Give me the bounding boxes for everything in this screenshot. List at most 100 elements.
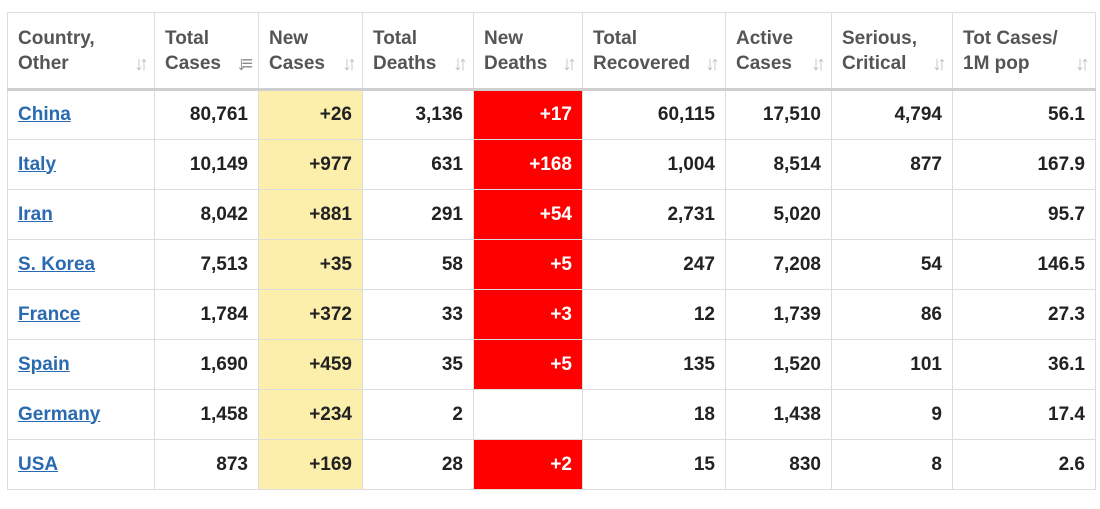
column-header-serious-critical[interactable]: Serious, Critical ↓↑ xyxy=(831,12,953,91)
sort-arrows-icon[interactable]: ↓↑ xyxy=(453,53,468,75)
cell-total-cases: 873 xyxy=(154,439,259,490)
column-header-label: Deaths xyxy=(484,52,548,74)
coronavirus-cases-table: Country, Other ↓↑ Total Cases ↓≡ New Cases ↓↑ Tot… xyxy=(7,12,1096,490)
cell-per-million: 17.4 xyxy=(952,389,1096,440)
column-header-total-cases[interactable]: Total Cases ↓≡ xyxy=(154,12,259,91)
cell-new-deaths: +54 xyxy=(473,189,583,240)
country-link[interactable]: S. Korea xyxy=(18,253,96,275)
cell-total-recovered: 247 xyxy=(582,239,726,290)
country-link[interactable]: China xyxy=(18,104,71,125)
cell-country: S. Korea xyxy=(7,239,155,290)
country-link[interactable]: USA xyxy=(18,453,59,475)
column-header-country[interactable]: Country, Other ↓↑ xyxy=(7,12,155,91)
column-header-label: Tot Cases/ xyxy=(963,27,1058,49)
cell-serious-critical: 101 xyxy=(831,339,953,390)
cell-new-cases: +35 xyxy=(258,239,363,290)
cell-active-cases: 1,438 xyxy=(725,389,832,440)
column-header-label: New xyxy=(269,27,309,49)
cell-country: Italy xyxy=(7,139,155,190)
cell-serious-critical: 9 xyxy=(831,389,953,440)
cell-total-cases: 10,149 xyxy=(154,139,259,190)
sort-descending-icon[interactable]: ↓≡ xyxy=(236,53,253,75)
cell-active-cases: 1,739 xyxy=(725,289,832,340)
cell-total-deaths: 2 xyxy=(362,389,474,440)
cell-country: Iran xyxy=(7,189,155,240)
column-header-label: Other xyxy=(18,52,69,74)
cell-per-million: 2.6 xyxy=(952,439,1096,490)
cell-serious-critical: 8 xyxy=(831,439,953,490)
cell-new-deaths: +168 xyxy=(473,139,583,190)
cell-total-deaths: 631 xyxy=(362,139,474,190)
cell-total-cases: 7,513 xyxy=(154,239,259,290)
column-header-label: Cases xyxy=(269,52,325,74)
cell-total-recovered: 1,004 xyxy=(582,139,726,190)
cell-active-cases: 5,020 xyxy=(725,189,832,240)
cell-per-million: 36.1 xyxy=(952,339,1096,390)
sort-arrows-icon[interactable]: ↓↑ xyxy=(562,53,577,75)
column-header-label: Deaths xyxy=(373,52,437,74)
sort-arrows-icon[interactable]: ↓↑ xyxy=(1075,53,1090,75)
cell-serious-critical xyxy=(831,189,953,240)
cell-serious-critical: 86 xyxy=(831,289,953,340)
cell-new-deaths: +3 xyxy=(473,289,583,340)
column-header-new-cases[interactable]: New Cases ↓↑ xyxy=(258,12,363,91)
table-row: Spain 1,690 +459 35 +5 135 1,520 101 36.1 xyxy=(7,339,1096,390)
cell-total-recovered: 135 xyxy=(582,339,726,390)
cell-country: France xyxy=(7,289,155,340)
table-row: Germany 1,458 +234 2 18 1,438 9 17.4 xyxy=(7,389,1096,440)
column-header-label: Total xyxy=(593,27,637,49)
cell-new-cases: +26 xyxy=(258,89,363,140)
column-header-new-deaths[interactable]: New Deaths ↓↑ xyxy=(473,12,583,91)
cell-total-deaths: 58 xyxy=(362,239,474,290)
cell-country: Spain xyxy=(7,339,155,390)
sort-arrows-icon[interactable]: ↓↑ xyxy=(342,53,357,75)
cell-total-deaths: 35 xyxy=(362,339,474,390)
table-row: USA 873 +169 28 +2 15 830 8 2.6 xyxy=(7,439,1096,490)
sort-arrows-icon[interactable]: ↓↑ xyxy=(134,53,149,75)
table-body: China 80,761 +26 3,136 +17 60,115 17,510 4,794 5… xyxy=(7,89,1096,490)
table-row: China 80,761 +26 3,136 +17 60,115 17,510 4,794 5… xyxy=(7,89,1096,140)
cell-total-deaths: 33 xyxy=(362,289,474,340)
sort-arrows-icon[interactable]: ↓↑ xyxy=(705,53,720,75)
cell-new-deaths xyxy=(473,389,583,440)
cell-new-cases: +459 xyxy=(258,339,363,390)
cell-new-cases: +977 xyxy=(258,139,363,190)
cell-total-recovered: 60,115 xyxy=(582,89,726,140)
sort-arrows-icon[interactable]: ↓↑ xyxy=(811,53,826,75)
country-link[interactable]: Italy xyxy=(18,153,57,175)
header-row: Country, Other ↓↑ Total Cases ↓≡ New Cases ↓↑ Tot… xyxy=(7,12,1096,91)
cell-new-deaths: +17 xyxy=(473,89,583,140)
column-header-total-recovered[interactable]: Total Recovered ↓↑ xyxy=(582,12,726,91)
cell-new-cases: +169 xyxy=(258,439,363,490)
cell-new-deaths: +5 xyxy=(473,239,583,290)
country-link[interactable]: Iran xyxy=(18,203,53,225)
cell-per-million: 95.7 xyxy=(952,189,1096,240)
cell-total-cases: 8,042 xyxy=(154,189,259,240)
column-header-label: Country, xyxy=(18,27,95,49)
column-header-active-cases[interactable]: Active Cases ↓↑ xyxy=(725,12,832,91)
cell-total-recovered: 15 xyxy=(582,439,726,490)
table-row: S. Korea 7,513 +35 58 +5 247 7,208 54 146.5 xyxy=(7,239,1096,290)
cell-country: Germany xyxy=(7,389,155,440)
table-row: Iran 8,042 +881 291 +54 2,731 5,020 95.7 xyxy=(7,189,1096,240)
cell-new-cases: +234 xyxy=(258,389,363,440)
sort-arrows-icon[interactable]: ↓↑ xyxy=(932,53,947,75)
country-link[interactable]: France xyxy=(18,303,81,325)
cell-new-deaths: +2 xyxy=(473,439,583,490)
country-link[interactable]: Germany xyxy=(18,403,101,425)
column-header-total-deaths[interactable]: Total Deaths ↓↑ xyxy=(362,12,474,91)
country-link[interactable]: Spain xyxy=(18,353,70,375)
cell-total-cases: 1,690 xyxy=(154,339,259,390)
cell-serious-critical: 4,794 xyxy=(831,89,953,140)
cell-serious-critical: 54 xyxy=(831,239,953,290)
cell-active-cases: 8,514 xyxy=(725,139,832,190)
cell-new-cases: +881 xyxy=(258,189,363,240)
cell-per-million: 146.5 xyxy=(952,239,1096,290)
column-header-tot-cases-per-1m[interactable]: Tot Cases/1M pop ↓↑ xyxy=(952,12,1096,91)
cell-total-deaths: 3,136 xyxy=(362,89,474,140)
table-row: France 1,784 +372 33 +3 12 1,739 86 27.3 xyxy=(7,289,1096,340)
cell-total-recovered: 12 xyxy=(582,289,726,340)
cell-total-cases: 80,761 xyxy=(154,89,259,140)
cell-total-cases: 1,458 xyxy=(154,389,259,440)
column-header-label: 1M pop xyxy=(963,52,1030,74)
